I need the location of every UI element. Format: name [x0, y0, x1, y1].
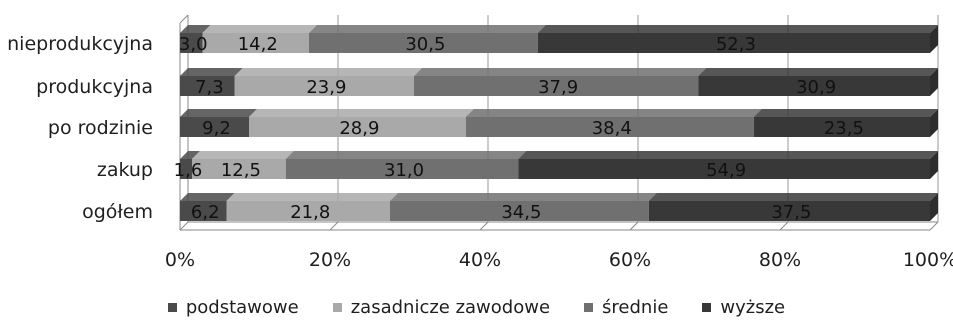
- floor-tick: [329, 221, 339, 231]
- category-label: ogółem: [82, 201, 153, 223]
- bar-segment: [537, 25, 938, 53]
- bar-segment: [234, 68, 422, 96]
- bar-segment: [309, 25, 546, 53]
- legend-item: zasadnicze zawodowe: [332, 297, 551, 318]
- data-label: 3,0: [179, 34, 208, 55]
- data-label: 7,3: [195, 77, 224, 98]
- data-label: 23,9: [306, 77, 346, 98]
- legend-item: podstawowe: [167, 297, 299, 318]
- bar-segment: [192, 151, 294, 179]
- x-tick-labels: 0% 20% 40% 60% 80% 100%: [165, 249, 953, 271]
- data-label: 30,5: [405, 34, 445, 55]
- bar-segment: [202, 25, 317, 53]
- bar-segment: [180, 68, 243, 96]
- data-label: 31,0: [384, 160, 424, 181]
- legend-item: wyższe: [702, 297, 785, 318]
- bar-segment: [465, 109, 762, 137]
- floor-tick: [779, 221, 789, 231]
- data-labels: 3,0 14,2 30,5 52,3 7,3 23,9 37,9 30,9 9,2 28,9 38,…: [174, 34, 864, 223]
- bar-segment: [180, 109, 257, 137]
- category-labels: nieprodukcyjna produkcyjna po rodzinie zaku…: [7, 33, 153, 223]
- data-label: 52,3: [716, 34, 756, 55]
- bar-segment: [180, 25, 211, 53]
- legend-label: wyższe: [720, 297, 786, 318]
- data-label: 9,2: [202, 118, 231, 139]
- bar-segment: [180, 193, 235, 221]
- bar-segment: [249, 109, 474, 137]
- x-tick-label: 20%: [309, 249, 351, 271]
- x-tick-label: 80%: [759, 249, 801, 271]
- floor-tick: [179, 221, 189, 231]
- data-label: 12,5: [221, 160, 261, 181]
- data-label: 37,9: [538, 77, 578, 98]
- legend-swatch: [702, 303, 712, 312]
- bar-segment: [226, 193, 398, 221]
- data-label: 23,5: [824, 118, 864, 139]
- legend-swatch: [167, 303, 177, 312]
- legend-swatch: [584, 303, 594, 312]
- bar-segment: [518, 151, 938, 179]
- x-tick-label: 0%: [165, 249, 195, 271]
- data-label: 1,6: [174, 160, 203, 181]
- bar-segment: [390, 193, 657, 221]
- x-tick-label: 60%: [609, 249, 651, 271]
- data-label: 54,9: [706, 160, 746, 181]
- data-label: 30,9: [796, 77, 836, 98]
- floor-tick: [929, 221, 939, 231]
- legend-label: średnie: [602, 297, 669, 318]
- legend-swatch: [332, 303, 342, 312]
- bar-segment: [698, 68, 938, 96]
- category-label: zakup: [97, 159, 153, 181]
- category-label: nieprodukcyjna: [7, 33, 153, 55]
- floor-tick: [629, 221, 639, 231]
- bar-segment: [180, 151, 200, 179]
- bar-segment: [753, 109, 938, 137]
- legend-label: zasadnicze zawodowe: [350, 297, 551, 318]
- data-label: 28,9: [339, 118, 379, 139]
- category-label: po rodzinie: [48, 117, 153, 139]
- stacked-bar-chart: nieprodukcyjna produkcyjna po rodzinie zaku…: [7, 14, 953, 271]
- legend-item: średnie: [584, 297, 668, 318]
- legend: podstawowe zasadnicze zawodowe średnie wyżs…: [0, 294, 953, 321]
- bar-segment: [285, 151, 527, 179]
- data-label: 14,2: [238, 34, 278, 55]
- x-tick-label: 40%: [459, 249, 501, 271]
- wall-top-edge: [179, 14, 189, 24]
- bar-segment: [648, 193, 938, 221]
- data-label: 37,5: [771, 202, 811, 223]
- bar-segment: [414, 68, 707, 96]
- data-label: 6,2: [191, 202, 220, 223]
- floor-tick: [479, 221, 489, 231]
- data-label: 38,4: [592, 118, 632, 139]
- data-label: 21,8: [290, 202, 330, 223]
- x-tick-label: 100%: [903, 249, 953, 271]
- data-label: 34,5: [501, 202, 541, 223]
- bars: [180, 25, 938, 221]
- category-label: produkcyjna: [36, 76, 153, 98]
- legend-label: podstawowe: [185, 297, 299, 318]
